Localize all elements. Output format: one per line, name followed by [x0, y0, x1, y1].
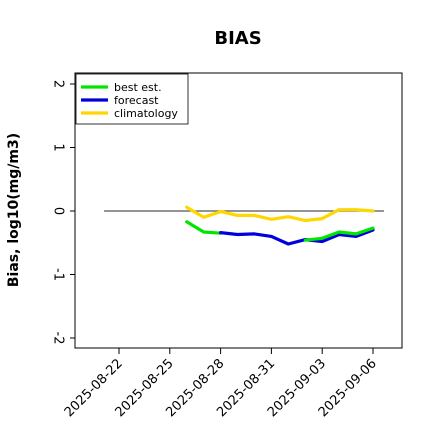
- y-tick-label: 2: [51, 80, 66, 88]
- y-tick-label: -2: [51, 332, 66, 345]
- y-axis-label: Bias, log10(mg/m3): [6, 133, 22, 287]
- y-axis: 2 1 0 -1 -2: [51, 80, 75, 345]
- y-tick-label: -1: [51, 268, 66, 281]
- legend-label: climatology: [114, 107, 178, 120]
- legend-label: best est.: [114, 81, 162, 94]
- y-tick-label: 1: [51, 143, 66, 151]
- series-line-segment-3: [303, 226, 375, 242]
- y-tick-label: 0: [51, 207, 66, 215]
- x-axis: 2025-08-222025-08-252025-08-282025-08-31…: [62, 348, 380, 420]
- series-line-best-est: [185, 220, 223, 235]
- chart-title: BIAS: [214, 28, 261, 49]
- series-line-climatology: [185, 205, 375, 223]
- series-line-forecast: [219, 228, 375, 246]
- series-layer: [185, 205, 375, 246]
- legend-label: forecast: [114, 94, 159, 107]
